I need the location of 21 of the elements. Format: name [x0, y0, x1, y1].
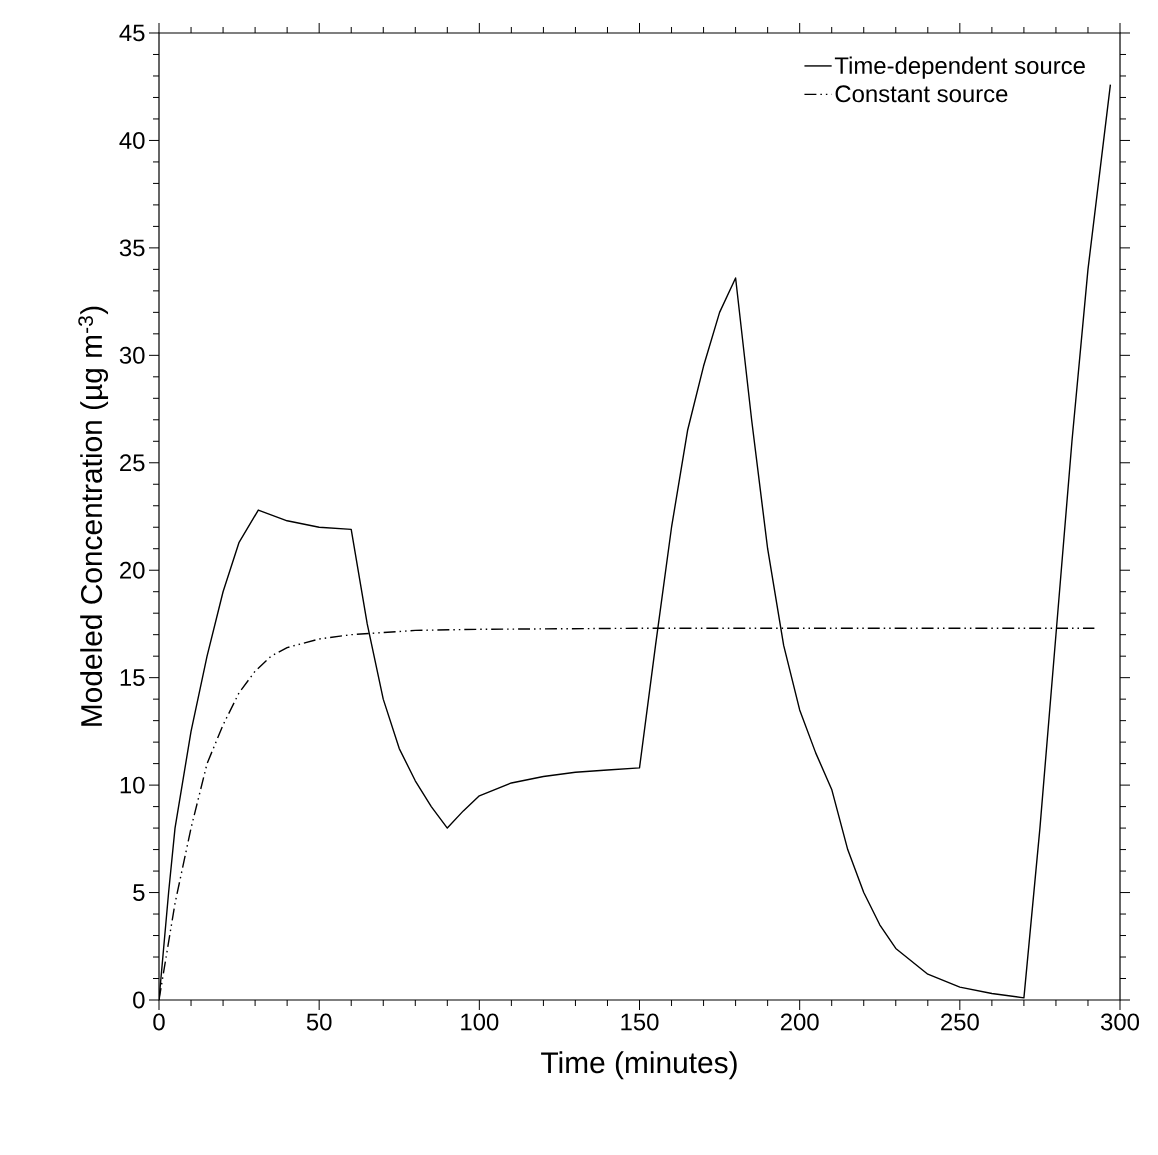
- y-axis-title: Modeled Concentration (µg m$^{-3}$): [78, 306, 109, 726]
- x-tick-label: 100: [461, 1013, 499, 1031]
- y-tick-label: 40: [119, 131, 145, 149]
- y-tick-label: 0: [133, 991, 145, 1009]
- y-tick-label: 15: [120, 669, 145, 687]
- legend-label: Time-dependent source: [834, 56, 1085, 79]
- y-tick-label: 25: [120, 454, 145, 472]
- x-tick-label: 250: [941, 1013, 979, 1031]
- y-tick-label: 30: [119, 346, 145, 364]
- x-axis-title: Time (minutes): [541, 1051, 737, 1080]
- y-tick-label: 20: [120, 561, 145, 579]
- x-tick-label: 150: [621, 1013, 659, 1031]
- y-tick-label: 10: [120, 776, 145, 794]
- y-tick-label: 35: [119, 239, 145, 257]
- x-tick-label: 300: [1100, 1013, 1140, 1031]
- x-tick-label: 0: [153, 1013, 165, 1031]
- y-tick-label: 45: [119, 24, 145, 42]
- y-tick-label: 5: [133, 884, 145, 901]
- x-tick-label: 50: [306, 1013, 332, 1031]
- x-tick-label: 200: [780, 1013, 819, 1031]
- legend-label: Constant source: [835, 85, 1008, 103]
